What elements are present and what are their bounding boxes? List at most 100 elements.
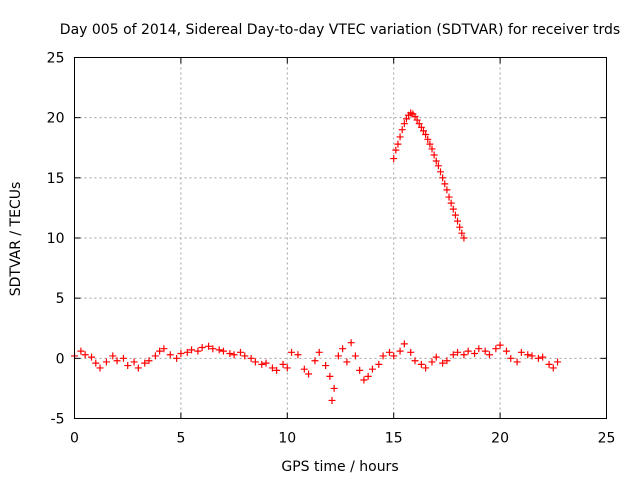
data-point [396, 347, 404, 355]
data-point [119, 354, 127, 362]
data-point [283, 364, 291, 372]
chart-title: Day 005 of 2014, Sidereal Day-to-day VTE… [60, 22, 620, 38]
data-point [394, 140, 402, 148]
data-point [454, 348, 462, 356]
y-tick-label: 5 [56, 291, 65, 307]
data-point [379, 352, 387, 360]
data-point [300, 365, 308, 373]
data-point [432, 353, 440, 361]
data-point [475, 345, 483, 353]
data-point [422, 131, 430, 139]
series-trds-peak [390, 109, 468, 242]
data-point [554, 358, 562, 366]
data-point [549, 364, 557, 372]
data-point [411, 357, 419, 365]
data-point [400, 340, 408, 348]
grid-lines [74, 57, 607, 419]
data-point [368, 365, 376, 373]
x-tick-label: 20 [491, 431, 509, 447]
data-point [326, 372, 334, 380]
data-point [385, 348, 393, 356]
data-point [236, 348, 244, 356]
data-point [251, 358, 259, 366]
data-point [177, 350, 185, 358]
data-point [134, 364, 142, 372]
data-point [492, 345, 500, 353]
data-point [392, 146, 400, 154]
data-point [424, 135, 432, 143]
data-point [454, 217, 462, 225]
data-point [445, 193, 453, 201]
data-point [496, 341, 504, 349]
data-point [226, 350, 234, 358]
data-point [364, 372, 372, 380]
data-point [434, 162, 442, 170]
data-point [539, 353, 547, 361]
data-point [330, 384, 338, 392]
data-point [449, 351, 457, 359]
data-point [347, 339, 355, 347]
axis-ticks: 0 5 10 15 20 25 -5 0 5 10 15 20 25 [47, 51, 616, 447]
data-point [428, 358, 436, 366]
data-point [315, 348, 323, 356]
x-tick-label: 15 [385, 431, 403, 447]
data-point [328, 396, 336, 404]
data-point [513, 358, 521, 366]
x-tick-label: 0 [70, 431, 79, 447]
data-point [426, 140, 434, 148]
data-point [109, 352, 117, 360]
data-point [160, 345, 168, 353]
data-point [258, 360, 266, 368]
data-point [279, 360, 287, 368]
data-point [268, 364, 276, 372]
x-tick-label: 10 [278, 431, 296, 447]
data-point [400, 120, 408, 128]
data-point [219, 347, 227, 355]
data-point [432, 157, 440, 165]
data-point [456, 223, 464, 231]
data-point [102, 358, 110, 366]
data-point [360, 376, 368, 384]
data-point [441, 180, 449, 188]
data-point [113, 357, 121, 365]
data-point [471, 350, 479, 358]
y-tick-label: 0 [56, 351, 65, 367]
x-tick-label: 5 [176, 431, 185, 447]
data-point [507, 354, 515, 362]
x-axis-label: GPS time / hours [281, 459, 398, 475]
data-point [375, 360, 383, 368]
data-point [407, 348, 415, 356]
data-points [71, 109, 562, 404]
data-point [209, 345, 217, 353]
data-point [247, 354, 255, 362]
data-point [205, 342, 213, 350]
data-point [273, 366, 281, 374]
data-point [356, 366, 364, 374]
data-point [124, 362, 132, 370]
data-point [517, 348, 525, 356]
data-point [417, 360, 425, 368]
data-point [502, 347, 510, 355]
y-axis-label: SDTVAR / TECUs [8, 182, 24, 297]
data-point [439, 359, 447, 367]
data-point [443, 186, 451, 194]
data-point [419, 127, 427, 135]
data-point [188, 346, 196, 354]
data-point [343, 358, 351, 366]
data-point [230, 351, 238, 359]
data-point [451, 211, 459, 219]
data-point [241, 352, 249, 360]
data-point [415, 120, 423, 128]
data-point [294, 351, 302, 359]
data-point [262, 359, 270, 367]
data-point [447, 199, 455, 207]
y-tick-label: 25 [47, 51, 65, 67]
y-tick-label: 20 [47, 111, 65, 127]
data-point [481, 347, 489, 355]
data-point [339, 345, 347, 353]
data-point [198, 344, 206, 352]
data-point [460, 351, 468, 359]
data-point [524, 351, 532, 359]
data-point [545, 360, 553, 368]
